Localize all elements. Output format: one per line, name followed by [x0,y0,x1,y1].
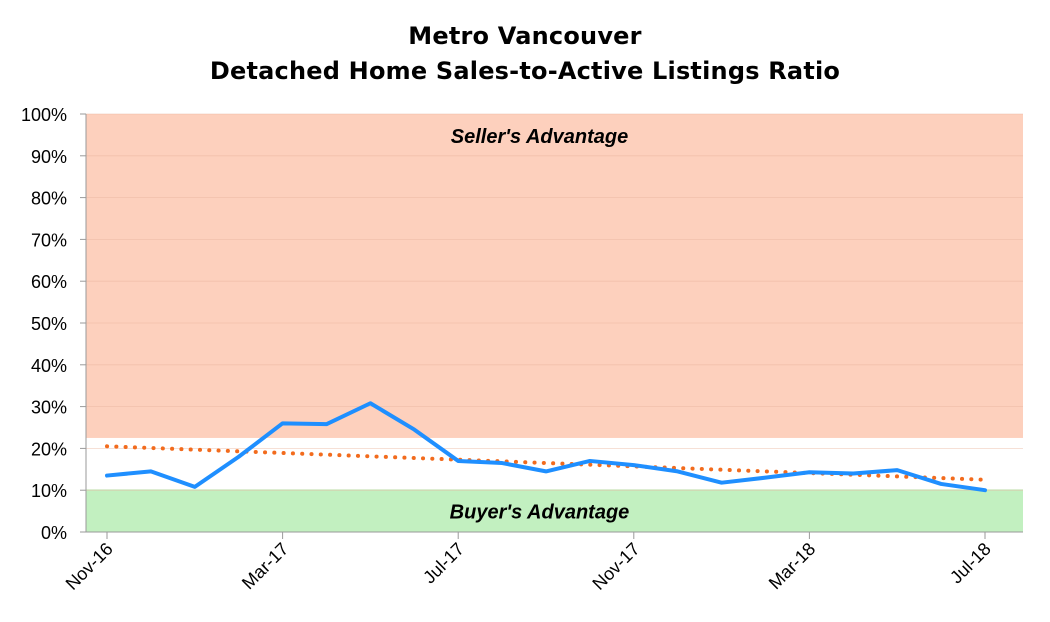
x-tick-label: Mar-17 [238,539,292,593]
y-tick-label: 60% [31,272,67,292]
data-point [281,421,285,425]
data-point [237,455,241,459]
y-tick-label: 20% [31,439,67,459]
x-tick-label: Jul-18 [946,539,995,588]
y-tick-label: 50% [31,314,67,334]
y-tick-label: 10% [31,481,67,501]
data-point [193,485,197,489]
data-point [149,469,153,473]
data-point [851,471,855,475]
series-layer [105,401,987,493]
zone-layer [86,114,1023,532]
data-point [807,470,811,474]
y-tick-layer: 0% 10% 20% 30% 40% 50% 60% 70% 80% 90% 100% [21,105,86,543]
buyer-zone-label: Buyer's Advantage [450,502,630,524]
y-tick-label: 100% [21,105,67,125]
y-tick-label: 30% [31,398,67,418]
data-point [676,469,680,473]
chart-title-line-1: Metro Vancouver [408,22,642,50]
seller-zone [86,114,1023,438]
y-tick-label: 0% [41,523,67,543]
data-point [105,474,109,478]
data-point [720,481,724,485]
data-point [895,468,899,472]
data-point [325,422,328,426]
grid-layer [86,113,1023,491]
y-tick-label: 40% [31,356,67,376]
data-point [764,476,767,480]
data-point [588,459,592,463]
data-point [412,428,416,432]
data-point [632,463,636,467]
x-tick-label: Jul-17 [419,539,468,588]
y-tick-label: 80% [31,189,67,209]
x-tick-label: Mar-18 [765,539,819,593]
x-tick-label: Nov-17 [588,539,643,594]
y-tick-label: 90% [31,147,67,167]
buyer-zone [86,489,1023,532]
chart-title-line-2: Detached Home Sales-to-Active Listings R… [209,57,841,85]
data-point [368,401,372,405]
data-point [544,469,548,473]
seller-zone-label: Seller's Advantage [451,126,628,148]
data-point [983,488,987,492]
zone-label-layer: Seller's Advantage Buyer's Advantage [450,126,630,524]
x-tick-layer: Nov-16 Mar-17 Jul-17 Nov-17 Mar-18 Jul-18 [62,532,995,594]
x-tick-label: Nov-16 [62,539,117,594]
data-point [500,461,504,465]
y-tick-label: 70% [31,230,67,250]
data-point [939,482,943,486]
data-point [456,459,460,463]
